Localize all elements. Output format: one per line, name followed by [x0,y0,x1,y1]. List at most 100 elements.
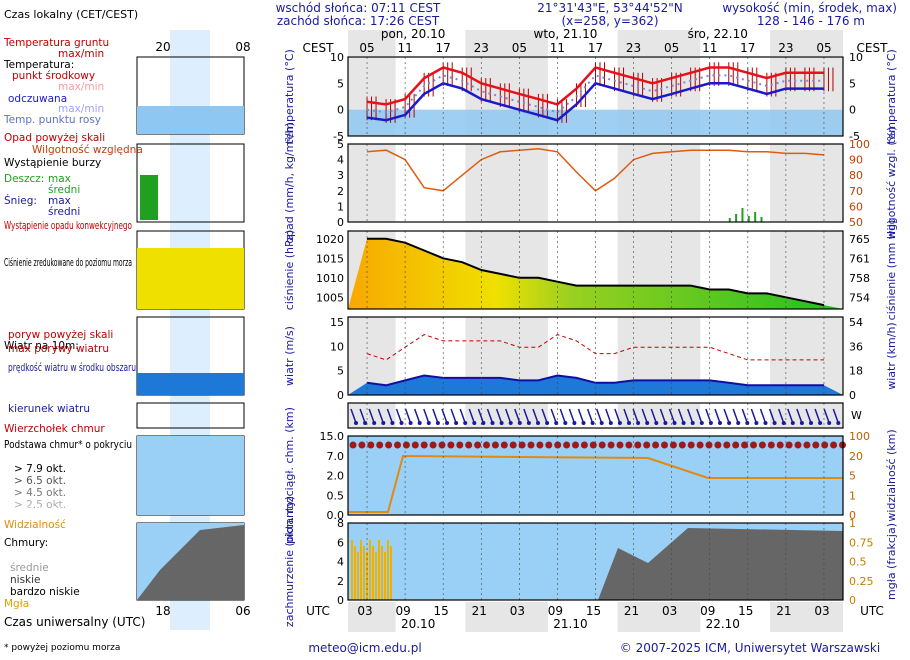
legend-temp-felt-label: odczuwana [8,93,67,105]
wind-arrow-head [463,421,468,425]
cest-label-right: CEST [857,41,889,55]
fog-tick: 0 [849,594,856,607]
pressure-fill [348,238,843,309]
cloud-top-dot [785,441,793,449]
rain-bar [754,212,757,222]
wind-arrow [668,408,676,424]
cloud-top-dot [643,441,651,449]
cloud-top-dot [687,441,695,449]
legend-top-tick: 08 [235,40,250,54]
utc-tick-label: 21 [472,604,487,618]
night-band-bottom [617,602,701,632]
precip-tick: 3 [337,169,344,182]
wind-arrow-head [663,421,668,425]
wind-arrow-head [772,421,777,425]
wind-arrow-head [754,421,759,425]
visibility-tick: 5 [849,470,856,483]
cloud-top-dot [678,441,686,449]
wind-arrow-head [381,421,386,425]
utc-tick-label: 03 [814,604,829,618]
footer-email[interactable]: meteo@icm.edu.pl [308,641,421,655]
night-band [465,403,548,428]
legend-okt-45-label: > 4.5 okt. [14,487,66,499]
legend-rain-label: Deszcz: [4,173,44,185]
legend-rain-max-label: max [48,173,71,185]
pressure-tick-r: 754 [849,291,870,304]
wind-arrow [614,408,621,424]
wind-arrow [705,408,712,424]
wind-tick: 15 [330,316,344,329]
wind-arrow [559,408,567,424]
cover-tick: 4 [337,556,344,569]
wind-arrow-head [699,421,704,425]
wind-arrow-head [727,421,732,425]
utc-date-label: 20.10 [401,617,435,631]
cloud-top-dot [545,441,553,449]
wind-arrow-head [508,421,513,425]
night-band-bottom [770,602,843,632]
cloud-top-dot [714,441,722,449]
precip-tick: 2 [337,185,344,198]
elevation-title: wysokość (min, środek, max) [722,1,897,15]
wind-arrow [586,408,594,424]
utc-caption: Czas uniwersalny (UTC) [4,615,145,629]
wind-arrow [486,408,494,424]
pressure-line [367,237,825,307]
fog-tick: 0.5 [849,556,867,569]
wind-arrow-head [790,421,795,425]
legend-precip-above-label: Opad powyżej skali [4,132,105,144]
cloud-top-dot [652,441,660,449]
cover-tick: 6 [337,536,344,549]
wind-arrow-head [599,421,604,425]
legend-top-tick: 20 [155,40,170,54]
visibility-line [348,454,843,513]
wind-arrow [350,408,357,424]
cloud-top-dot [580,441,588,449]
wind-tick-r: 0 [849,389,856,402]
utc-date-label: 21.10 [553,617,587,631]
rain-bar [735,214,738,222]
wind-arrow-head [435,421,440,425]
temp-tick: 0 [337,104,344,117]
legend-panels [136,30,245,630]
wind-arrow-head [681,421,686,425]
legend-temp-mid-label: punkt środkowy [12,70,95,82]
wind-tick: 5 [337,365,344,378]
day-label: wto, 21.10 [534,27,598,41]
cloud-top-dot [723,441,731,449]
legend-pressure-fill [137,248,244,309]
wind-arrow [377,408,385,424]
wind-arrow-head [617,421,622,425]
ylabel-left: temperatura (°C) [283,49,296,144]
legend-temp-label-label: Temperatura: [3,59,74,71]
cest-tick-label: 23 [778,41,793,55]
utc-label-right: UTC [860,604,884,618]
wind-arrow [623,408,630,424]
legend-temp-ground-label: Temperatura gruntu [3,37,109,49]
wind-arrow-head [572,421,577,425]
night-band-top [465,30,548,56]
cloud-top-dot [447,441,455,449]
cloud-top-dot [500,441,508,449]
fog-tick: 0.75 [849,536,874,549]
wind-arrow [504,408,512,424]
ylabel-left: opad (mm/h, kg/m²/h) [283,122,296,243]
precip-tick: 4 [337,154,344,167]
fog-tick: 0.25 [849,575,874,588]
cloud-top-dot [483,441,490,449]
wind-arrow [641,408,648,424]
panel-frame [347,56,844,137]
day-label: śro, 22.10 [688,27,748,41]
legend-okt-79-label: > 7.9 okt. [14,463,66,475]
cest-tick-label: 23 [474,41,489,55]
fog-bar [387,540,389,600]
wind-arrow [832,408,840,424]
fog-bar [378,540,380,600]
legend-bottom-tick: 18 [155,604,170,618]
cloud-top-dot [589,441,597,449]
wind-arrow-head [809,421,813,425]
cloudbase-tick: 2.0 [327,470,345,483]
legend-snow-label: Śnieg: [4,194,37,207]
wind-arrow [432,408,439,424]
wind-arrow-head [827,421,832,425]
